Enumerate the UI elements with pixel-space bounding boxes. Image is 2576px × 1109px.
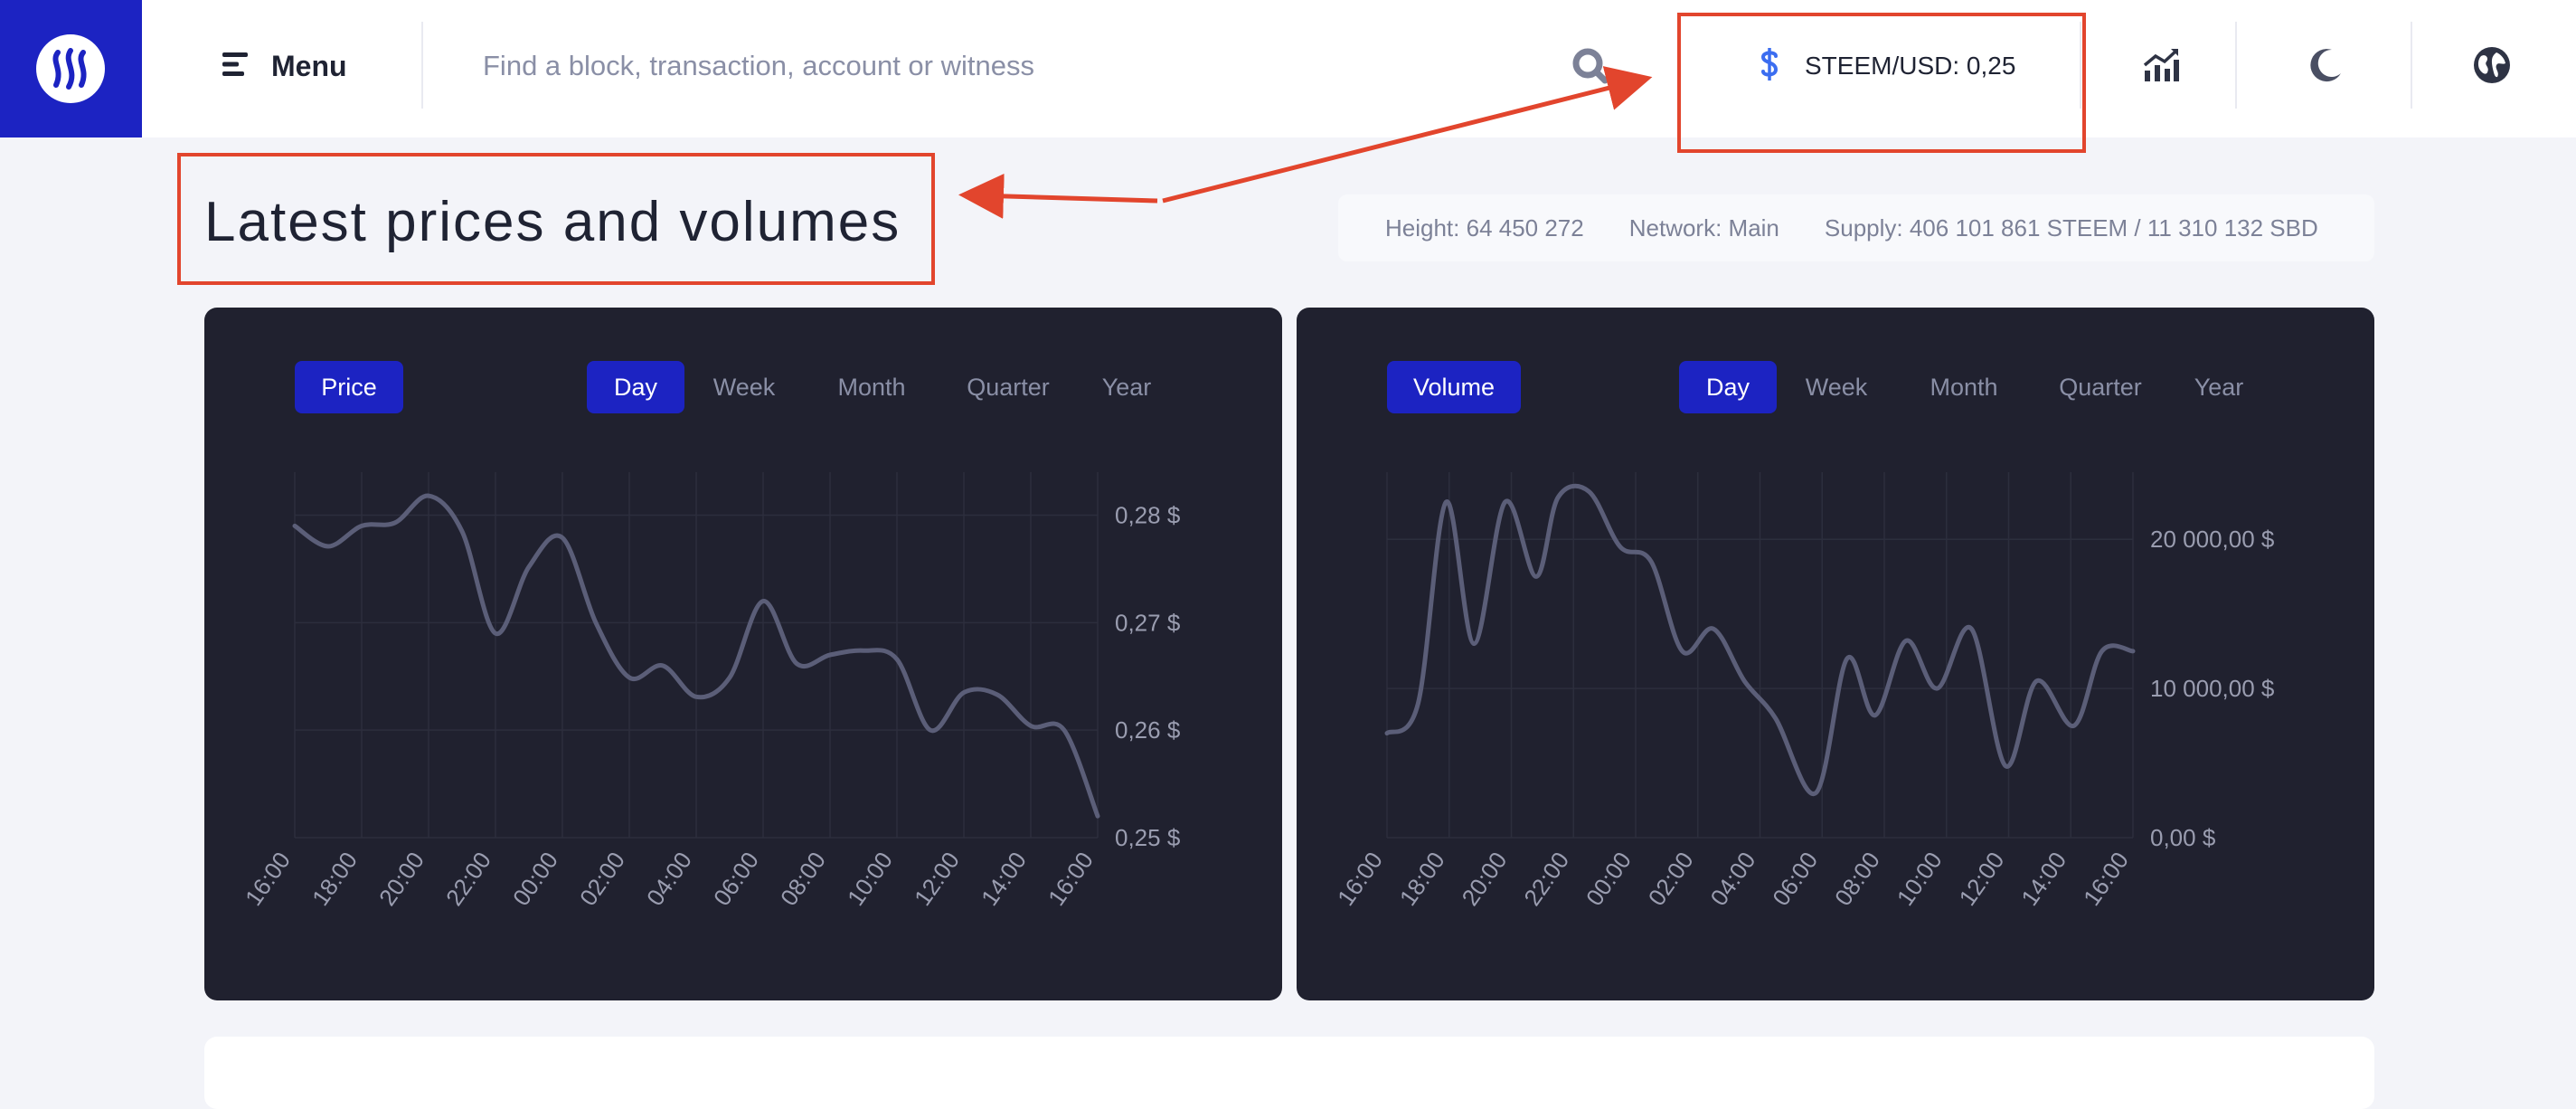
tab-year[interactable]: Year <box>1101 373 1152 401</box>
x-tick-label: 18:00 <box>307 847 363 911</box>
network-stats-bar: Height: 64 450 272 Network: Main Supply:… <box>1338 194 2374 261</box>
content-card <box>204 1037 2374 1109</box>
tab-quarter[interactable]: Quarter <box>2059 373 2142 401</box>
y-tick-label: 0,27 $ <box>1115 609 1181 636</box>
volume-chart-panel: Volume Day Week Month Quarter Year 0,00 … <box>1297 308 2374 1000</box>
block-height-text: Height: 64 450 272 <box>1385 213 1584 242</box>
series-line <box>1384 483 2136 797</box>
x-tick-label: 12:00 <box>909 847 965 911</box>
steem-logo-icon <box>36 34 105 103</box>
page-title: Latest prices and volumes <box>204 191 901 253</box>
search-input[interactable] <box>481 40 1552 92</box>
tab-week[interactable]: Week <box>1805 373 1868 401</box>
price-label-chip[interactable]: Price <box>295 361 403 413</box>
y-tick-label: 20 000,00 $ <box>2150 526 2275 553</box>
price-chart-panel: Price Day Week Month Quarter Year 0,25 $… <box>204 308 1282 1000</box>
y-tick-label: 10 000,00 $ <box>2150 675 2275 702</box>
moon-icon[interactable] <box>2300 40 2351 90</box>
tab-year[interactable]: Year <box>2194 373 2244 401</box>
tab-day[interactable]: Day <box>1679 361 1777 413</box>
x-tick-label: 12:00 <box>1954 847 2010 911</box>
x-tick-label: 04:00 <box>641 847 697 911</box>
divider <box>2411 22 2412 109</box>
annotation-box-ticker <box>1677 13 2086 153</box>
tab-month[interactable]: Month <box>1930 373 1998 401</box>
x-tick-label: 16:00 <box>1332 847 1388 911</box>
x-tick-label: 08:00 <box>1829 847 1885 911</box>
x-tick-label: 06:00 <box>1767 847 1823 911</box>
volume-line-chart: 0,00 $10 000,00 $20 000,00 $16:00 18:00 20… <box>1332 472 2275 911</box>
menu-button[interactable]: Menu <box>222 45 347 87</box>
x-tick-label: 06:00 <box>708 847 764 911</box>
hamburger-icon <box>222 52 250 81</box>
y-tick-label: 0,00 $ <box>2150 824 2216 851</box>
annotation-arrow-left <box>958 173 1158 219</box>
network-text: Network: Main <box>1628 213 1779 242</box>
y-tick-label: 0,28 $ <box>1115 502 1181 529</box>
tab-month[interactable]: Month <box>837 373 906 401</box>
x-tick-label: 10:00 <box>842 847 898 911</box>
divider <box>2080 22 2081 109</box>
price-ticker[interactable]: STEEM/USD: 0,25 <box>1760 45 2015 87</box>
menu-label: Menu <box>271 49 347 82</box>
supply-text: Supply: 406 101 861 STEEM / 11 310 132 S… <box>1824 213 2318 242</box>
volume-label-chip[interactable]: Volume <box>1387 361 1521 413</box>
y-tick-label: 0,25 $ <box>1115 824 1181 851</box>
annotation-box-title <box>177 153 935 285</box>
price-ticker-text: STEEM/USD: 0,25 <box>1805 52 2016 80</box>
logo-block[interactable] <box>0 0 142 137</box>
x-tick-label: 20:00 <box>1457 847 1513 911</box>
dollar-icon <box>1760 46 1779 87</box>
x-tick-label: 16:00 <box>2078 847 2134 911</box>
divider <box>2235 22 2237 109</box>
tab-day[interactable]: Day <box>587 361 684 413</box>
x-tick-label: 14:00 <box>976 847 1032 911</box>
x-tick-label: 02:00 <box>574 847 630 911</box>
globe-icon[interactable] <box>2467 40 2517 90</box>
x-tick-label: 22:00 <box>440 847 496 911</box>
price-line-chart: 0,25 $0,26 $0,27 $0,28 $16:00 18:00 20:00 2… <box>240 472 1181 911</box>
y-tick-label: 0,26 $ <box>1115 716 1181 744</box>
x-tick-label: 10:00 <box>1892 847 1948 911</box>
x-tick-label: 22:00 <box>1518 847 1574 911</box>
x-tick-label: 16:00 <box>240 847 296 911</box>
x-tick-label: 20:00 <box>373 847 429 911</box>
divider <box>421 22 423 109</box>
x-tick-label: 16:00 <box>1043 847 1099 911</box>
x-tick-label: 08:00 <box>775 847 831 911</box>
tab-quarter[interactable]: Quarter <box>967 373 1050 401</box>
x-tick-label: 00:00 <box>507 847 563 911</box>
x-tick-label: 18:00 <box>1394 847 1450 911</box>
x-tick-label: 04:00 <box>1705 847 1761 911</box>
series-line <box>292 493 1100 819</box>
tab-week[interactable]: Week <box>712 373 776 401</box>
search-icon[interactable] <box>1571 47 1609 85</box>
x-tick-label: 00:00 <box>1581 847 1637 911</box>
x-tick-label: 02:00 <box>1643 847 1699 911</box>
chart-icon[interactable] <box>2136 40 2186 90</box>
top-navigation-bar: Menu STEEM/USD: 0,25 <box>0 0 2576 137</box>
x-tick-label: 14:00 <box>2015 847 2071 911</box>
